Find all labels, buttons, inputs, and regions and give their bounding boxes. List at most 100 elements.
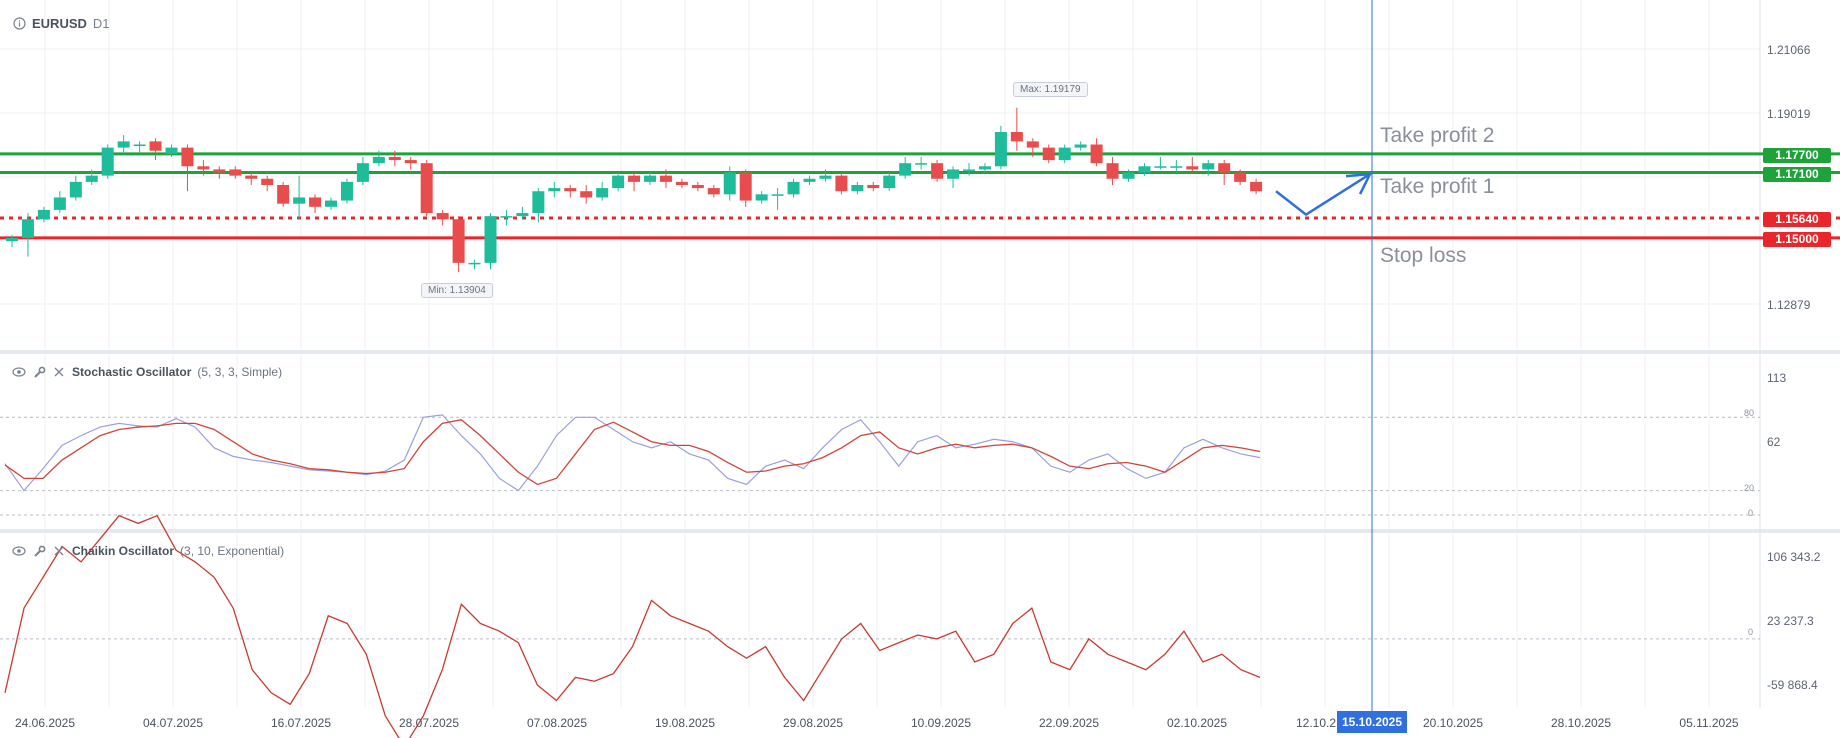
candle-body: [468, 262, 481, 265]
candle-body: [420, 163, 433, 214]
candle-body: [931, 163, 944, 179]
eye-icon[interactable]: [12, 365, 26, 379]
wrench-icon[interactable]: [32, 544, 46, 558]
stochastic-level-label: 20: [1744, 483, 1755, 493]
candle-body: [117, 141, 130, 148]
candle-body: [803, 178, 816, 182]
candle-body: [1154, 166, 1167, 168]
candle-body: [739, 172, 752, 201]
current-date-label[interactable]: 15.10.2025: [1337, 711, 1407, 733]
candle-body: [85, 175, 98, 182]
time-tick: 10.09.2025: [910, 716, 972, 730]
candle-body: [404, 160, 417, 164]
candle-body: [628, 175, 641, 182]
candle-body: [564, 188, 577, 192]
candle-body: [994, 132, 1007, 167]
stochastic-k-line: [4, 414, 1261, 492]
time-tick: 07.08.2025: [526, 716, 588, 730]
chaikin-axis-tick: 23 237.3: [1767, 614, 1814, 628]
eye-icon[interactable]: [12, 544, 26, 558]
candle-body: [532, 191, 545, 214]
pane-separator: [0, 529, 1840, 533]
candle-body: [771, 194, 784, 196]
candle-body: [1138, 166, 1151, 173]
candle-body: [277, 184, 290, 204]
candle-body: [149, 141, 162, 151]
time-tick: 20.10.2025: [1422, 716, 1484, 730]
chart-header: EURUSD D1: [12, 16, 110, 31]
timeframe-label[interactable]: D1: [92, 16, 110, 31]
candle-body: [835, 175, 848, 192]
candle-body: [691, 184, 704, 189]
candle-body: [707, 188, 720, 195]
candle-body: [963, 169, 975, 171]
candle-body: [675, 181, 688, 185]
candle-body: [53, 197, 66, 210]
candle-body: [978, 166, 991, 170]
chaikin-axis-tick: -59 868.4: [1767, 678, 1818, 692]
candle-body: [548, 188, 561, 192]
chaikin-name: Chaikin Oscillator: [72, 544, 175, 558]
tp1-price-label: 1.17100: [1763, 167, 1831, 182]
candle-body: [1058, 147, 1071, 161]
candle-body: [372, 156, 385, 164]
price-tick: 1.12879: [1767, 298, 1811, 312]
candle-body: [1074, 144, 1087, 148]
candle-body: [1234, 172, 1247, 182]
close-icon[interactable]: [52, 365, 66, 379]
candle-body: [787, 181, 800, 195]
stochastic-axis-tick: 113: [1767, 371, 1787, 385]
min-marker: Min: 1.13904: [421, 283, 493, 298]
time-tick: 24.06.2025: [14, 716, 76, 730]
candle-body: [1122, 172, 1135, 179]
candle-body: [1010, 132, 1023, 142]
candle-body: [1090, 144, 1103, 164]
candle-body: [1186, 166, 1199, 170]
candle-body: [580, 191, 593, 198]
chaikin-params: (3, 10, Exponential): [180, 544, 285, 558]
candle-body: [1218, 163, 1231, 173]
candle-body: [261, 178, 274, 185]
candle-body: [340, 181, 353, 201]
candle-body: [213, 169, 226, 173]
stochastic-name: Stochastic Oscillator: [72, 365, 192, 379]
candle-body: [612, 175, 625, 189]
candle-body: [69, 181, 82, 198]
candle-body: [1106, 163, 1119, 179]
pane-separator: [0, 350, 1840, 354]
tp2-price-label: 1.17700: [1763, 148, 1831, 163]
candle-body: [1042, 147, 1055, 161]
time-tick: 04.07.2025: [142, 716, 204, 730]
candle-body: [181, 147, 194, 167]
candle-body: [37, 209, 50, 220]
time-tick: 19.08.2025: [654, 716, 716, 730]
candle-body: [1202, 163, 1215, 170]
time-tick: 28.07.2025: [398, 716, 460, 730]
stochastic-params: (5, 3, 3, Simple): [197, 365, 283, 379]
candle-body: [101, 147, 114, 176]
info-icon[interactable]: [12, 17, 26, 31]
candle-body: [452, 219, 465, 263]
wrench-icon[interactable]: [32, 365, 46, 379]
entry-price-label: 1.15640: [1763, 212, 1831, 227]
time-tick: 05.11.2025: [1679, 716, 1739, 730]
time-tick: 02.10.2025: [1166, 716, 1228, 730]
candle-body: [819, 175, 832, 179]
max-marker: Max: 1.19179: [1013, 82, 1088, 97]
time-tick: 12.10.2: [1295, 716, 1337, 730]
candle-body: [1170, 166, 1183, 168]
chaikin-header: Chaikin Oscillator (3, 10, Exponential): [12, 544, 284, 558]
stop-loss-label: Stop loss: [1380, 244, 1467, 267]
candle-body: [899, 163, 912, 176]
price-tick: 1.19019: [1767, 107, 1811, 121]
candle-body: [851, 184, 864, 192]
time-tick: 28.10.2025: [1550, 716, 1612, 730]
candle-body: [659, 175, 672, 182]
close-icon[interactable]: [52, 544, 66, 558]
time-tick: 16.07.2025: [270, 716, 332, 730]
candle-body: [133, 144, 146, 146]
chaikin-line: [4, 514, 1261, 738]
candle-body: [293, 197, 306, 204]
time-tick: 29.08.2025: [782, 716, 844, 730]
